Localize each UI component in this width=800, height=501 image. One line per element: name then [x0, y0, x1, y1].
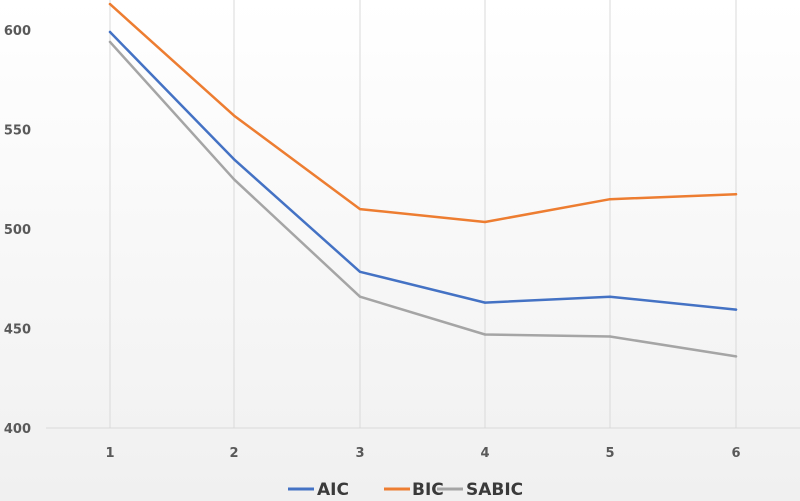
data-point-aic [358, 270, 362, 273]
series-line-sabic [108, 40, 738, 358]
data-point-aic [608, 295, 612, 298]
data-point-bic [608, 198, 612, 201]
data-point-aic [232, 158, 236, 161]
legend-label: BIC [412, 480, 444, 500]
y-tick-label: 400 [4, 422, 31, 437]
x-tick-label: 6 [731, 446, 740, 461]
data-point-sabic [734, 355, 738, 358]
gridlines [109, 0, 737, 428]
data-point-bic [483, 220, 487, 224]
legend-label: SABIC [466, 480, 523, 500]
x-tick-label: 5 [605, 446, 614, 461]
axes: 400 450 500 550 600 1 2 3 4 5 6 [4, 24, 800, 461]
y-tick-label: 550 [4, 124, 31, 139]
series-line-bic [108, 2, 738, 224]
series-lines [108, 2, 738, 358]
data-point-bic [734, 193, 738, 196]
legend: AIC BIC SABIC [288, 480, 523, 500]
data-point-sabic [608, 335, 612, 338]
legend-item-sabic: SABIC [437, 480, 523, 500]
legend-label: AIC [317, 480, 349, 500]
data-point-aic [734, 308, 738, 311]
data-point-aic [483, 301, 487, 304]
y-tick-label: 600 [4, 24, 31, 39]
x-tick-label: 2 [229, 446, 238, 461]
x-tick-label: 3 [355, 446, 364, 461]
legend-item-bic: BIC [384, 480, 444, 500]
y-tick-label: 500 [4, 223, 31, 238]
data-point-bic [358, 207, 362, 211]
data-point-bic [108, 2, 112, 6]
data-point-sabic [108, 40, 112, 44]
x-tick-label: 4 [480, 446, 489, 461]
data-point-aic [108, 30, 112, 34]
data-point-bic [232, 114, 236, 117]
series-line-aic [108, 30, 738, 311]
legend-item-aic: AIC [288, 480, 349, 500]
x-tick-label: 1 [105, 446, 114, 461]
y-tick-label: 450 [4, 323, 31, 338]
data-point-sabic [358, 295, 362, 298]
data-point-sabic [483, 333, 487, 336]
data-point-sabic [232, 178, 236, 181]
